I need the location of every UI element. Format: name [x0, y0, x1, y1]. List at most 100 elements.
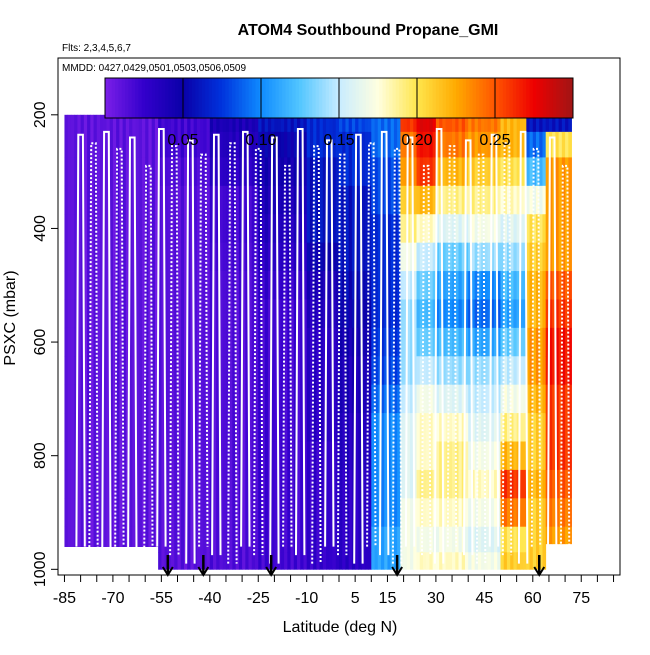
- heatmap-cell: [177, 242, 182, 272]
- heatmap-cell: [319, 441, 324, 471]
- heatmap-cell: [526, 441, 530, 471]
- heatmap-cell: [277, 498, 282, 528]
- heatmap-cell: [419, 131, 424, 158]
- heatmap-cell: [67, 299, 72, 329]
- heatmap-cell: [406, 299, 411, 329]
- heatmap-cell: [277, 327, 282, 357]
- heatmap-cell: [319, 526, 324, 553]
- heatmap-cell: [452, 327, 456, 357]
- heatmap-cell: [103, 185, 107, 215]
- heatmap-cell: [297, 327, 301, 357]
- heatmap-cell: [129, 441, 133, 471]
- colorbar-segment: [516, 78, 521, 118]
- colorbar-tick-label: 0.15: [323, 132, 354, 149]
- colorbar-segment: [375, 78, 380, 118]
- heatmap-cell: [87, 299, 91, 329]
- heatmap-cell: [384, 469, 388, 499]
- heatmap-cell: [119, 271, 123, 300]
- heatmap-cell: [80, 384, 85, 414]
- heatmap-cell: [342, 526, 346, 553]
- heatmap-cell: [380, 185, 385, 215]
- heatmap-cell: [384, 413, 388, 442]
- heatmap-cell: [442, 185, 446, 215]
- heatmap-cell: [235, 498, 240, 528]
- colorbar-segment: [499, 78, 504, 118]
- heatmap-cell: [435, 441, 440, 471]
- heatmap-cell: [355, 469, 359, 499]
- heatmap-cell: [90, 185, 94, 215]
- heatmap-cell: [374, 185, 379, 215]
- heatmap-cell: [519, 384, 524, 414]
- flight-profile-line: [211, 133, 222, 556]
- heatmap-cell: [358, 552, 363, 570]
- heatmap-cell: [368, 185, 372, 215]
- heatmap-cell: [442, 356, 446, 386]
- colorbar-segment: [335, 78, 340, 118]
- heatmap-cell: [448, 214, 453, 244]
- heatmap-cell: [448, 131, 453, 158]
- heatmap-cell: [103, 413, 107, 442]
- heatmap-cell: [390, 157, 395, 187]
- heatmap-cell: [380, 299, 385, 329]
- heatmap-cell: [183, 327, 188, 357]
- heatmap-cell: [529, 131, 534, 158]
- heatmap-cell: [393, 271, 398, 300]
- heatmap-cell: [481, 469, 485, 499]
- heatmap-cell: [148, 327, 153, 357]
- heatmap-cell: [429, 327, 434, 357]
- heatmap-cell: [316, 413, 321, 442]
- colorbar-segment: [536, 78, 541, 118]
- heatmap-cell: [539, 356, 543, 386]
- heatmap-cell: [141, 214, 146, 244]
- heatmap-cell: [458, 327, 463, 357]
- heatmap-cell: [274, 327, 279, 357]
- heatmap-cell: [171, 327, 175, 357]
- heatmap-cell: [145, 131, 149, 158]
- heatmap-cell: [258, 526, 262, 553]
- heatmap-cell: [245, 327, 249, 357]
- heatmap-cell: [209, 271, 214, 300]
- heatmap-cell: [387, 157, 392, 187]
- heatmap-cell: [200, 469, 204, 499]
- heatmap-cell: [90, 131, 94, 158]
- heatmap-cell: [455, 552, 459, 570]
- heatmap-cell: [103, 469, 107, 499]
- heatmap-cell: [297, 413, 301, 442]
- heatmap-cell: [487, 384, 492, 414]
- x-axis: -85 -70 -55 -40 -25 -10 5 15 30 45 60 75: [53, 575, 615, 607]
- heatmap-cell: [122, 384, 127, 414]
- heatmap-cell: [90, 526, 94, 547]
- heatmap-cell: [519, 441, 524, 471]
- heatmap-cell: [132, 299, 136, 329]
- heatmap-cell: [468, 441, 472, 471]
- colorbar-segment: [472, 78, 477, 118]
- heatmap-cell: [125, 114, 130, 133]
- heatmap-cell: [384, 526, 388, 553]
- heatmap-cell: [158, 242, 162, 272]
- colorbar-segment: [171, 78, 176, 118]
- heatmap-cell: [264, 157, 269, 187]
- heatmap-cell: [500, 271, 505, 300]
- heatmap-cell: [339, 469, 343, 499]
- heatmap-cell: [539, 131, 543, 158]
- heatmap-cell: [506, 469, 511, 499]
- heatmap-cell: [351, 271, 356, 300]
- heatmap-cell: [461, 327, 466, 357]
- heatmap-cell: [513, 469, 518, 499]
- heatmap-cell: [151, 441, 156, 471]
- colorbar-segment: [295, 78, 300, 118]
- heatmap-cell: [297, 526, 301, 553]
- heatmap-cell: [203, 185, 207, 215]
- heatmap-cell: [548, 242, 553, 272]
- heatmap-cell: [161, 469, 165, 499]
- heatmap-cell: [154, 214, 159, 244]
- colorbar-segment: [466, 78, 470, 118]
- heatmap-cell: [193, 498, 198, 528]
- colorbar-segment: [379, 78, 383, 118]
- heatmap-cell: [67, 526, 72, 547]
- heatmap-cell: [500, 327, 505, 357]
- heatmap-cell: [477, 384, 482, 414]
- heatmap-cell: [287, 327, 291, 357]
- heatmap-cell: [384, 271, 388, 300]
- heatmap-cell: [122, 185, 127, 215]
